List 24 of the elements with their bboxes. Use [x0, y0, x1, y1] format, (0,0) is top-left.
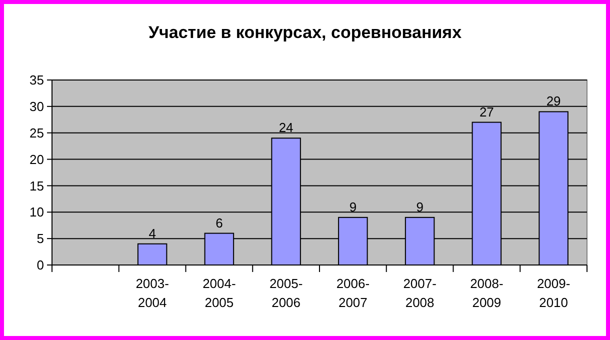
data-label: 9 [416, 199, 424, 214]
x-tick-label: 2005-2006 [269, 276, 303, 310]
y-tick-label: 0 [36, 258, 44, 273]
y-tick-label: 20 [30, 152, 44, 167]
chart-title: Участие в конкурсах, соревнованиях [148, 23, 462, 42]
x-tick-label: 2009-2010 [536, 276, 570, 310]
data-label: 9 [349, 199, 357, 214]
y-tick-label: 10 [30, 204, 44, 220]
x-tick-label: 2004-2005 [202, 276, 236, 310]
y-tick-label: 30 [30, 98, 44, 114]
data-label: 4 [148, 226, 156, 241]
y-tick-label: 5 [36, 231, 44, 246]
y-tick-label: 15 [30, 178, 44, 194]
x-tick-label: 2007-2008 [403, 276, 436, 310]
y-tick-label: 25 [30, 125, 44, 140]
x-tick-label: 2008-2009 [470, 276, 504, 310]
x-tick-label: 2003-2004 [136, 276, 169, 310]
data-label: 24 [278, 120, 294, 136]
data-label: 6 [216, 215, 223, 230]
bar [137, 243, 168, 266]
data-label: 27 [479, 104, 494, 120]
y-tick-label: 35 [30, 72, 44, 88]
x-tick-label: 2006-2007 [336, 276, 370, 310]
data-label: 29 [546, 94, 561, 109]
